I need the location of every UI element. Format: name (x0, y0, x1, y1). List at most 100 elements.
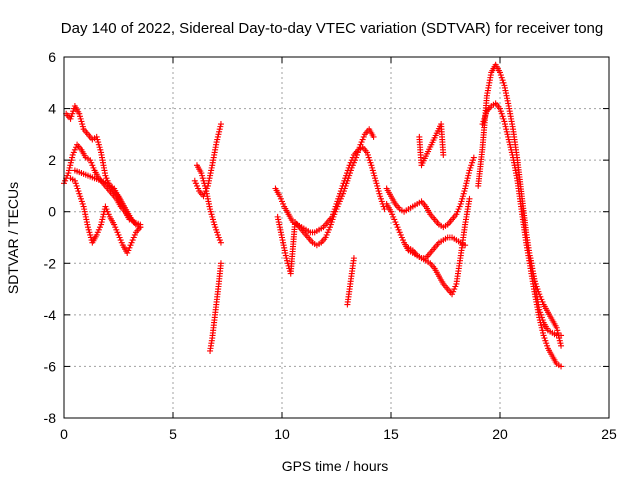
data-point (94, 136, 101, 143)
data-point (211, 221, 218, 228)
data-point (96, 224, 103, 231)
data-point (392, 219, 399, 226)
data-point (505, 136, 512, 143)
data-point (457, 200, 464, 207)
data-point (366, 157, 373, 164)
data-point (464, 175, 471, 182)
data-point (214, 133, 221, 140)
data-point (70, 108, 77, 115)
data-point (377, 193, 384, 200)
data-point (440, 151, 447, 158)
data-point (504, 131, 511, 138)
data-point (481, 115, 488, 122)
y-tick-label: -6 (44, 358, 57, 374)
data-point (553, 324, 560, 331)
data-point (280, 200, 287, 207)
data-point (558, 342, 565, 349)
data-point (500, 79, 507, 86)
data-point (93, 231, 100, 238)
data-point (102, 172, 109, 179)
data-point (85, 226, 92, 233)
data-point (360, 133, 367, 140)
series-track_15h_b (383, 195, 473, 298)
data-point (348, 164, 355, 171)
data-point (69, 154, 76, 161)
data-point (558, 332, 565, 339)
data-point (455, 206, 462, 213)
data-point (62, 177, 69, 184)
data-point (322, 234, 329, 241)
data-point (451, 286, 458, 293)
data-point (74, 185, 81, 192)
data-point (503, 126, 510, 133)
data-point (465, 170, 472, 177)
series-track_20h_c (527, 255, 565, 339)
data-point (554, 329, 561, 336)
data-point (279, 198, 285, 205)
data-point (461, 188, 468, 195)
data-point (277, 195, 284, 202)
data-point (507, 144, 514, 151)
data-point (538, 324, 545, 331)
data-point (333, 206, 340, 213)
x-tick-label: 5 (169, 426, 177, 442)
data-point (337, 195, 344, 202)
data-point (467, 164, 474, 171)
data-point (209, 213, 216, 220)
data-point (98, 221, 105, 228)
data-point (336, 198, 343, 205)
data-point (539, 329, 546, 336)
data-point (112, 224, 119, 231)
data-point (369, 167, 376, 174)
data-point (394, 224, 401, 231)
data-point (396, 229, 403, 236)
y-tick-label: 0 (48, 204, 56, 220)
data-point (381, 206, 388, 213)
data-point (334, 203, 341, 210)
x-tick-label: 20 (492, 426, 508, 442)
data-point (498, 74, 505, 81)
data-point (191, 177, 198, 184)
data-point (116, 234, 123, 241)
data-point (462, 182, 469, 189)
data-point (207, 206, 214, 213)
data-point (201, 180, 208, 187)
data-point (70, 149, 77, 156)
data-point (113, 226, 120, 233)
data-point (374, 182, 381, 189)
data-point (69, 110, 76, 117)
data-point (541, 335, 548, 342)
data-point (370, 170, 377, 177)
data-point (388, 208, 394, 215)
data-point (105, 211, 112, 218)
data-point (69, 151, 76, 158)
data-point (364, 151, 371, 158)
data-point (389, 211, 396, 218)
data-point (68, 113, 75, 120)
data-point (71, 146, 78, 153)
data-point (557, 340, 564, 347)
series-tracks_early_a (61, 141, 133, 223)
data-point (332, 208, 339, 215)
data-point (501, 121, 508, 128)
data-point (118, 239, 125, 246)
data-point (338, 193, 345, 200)
data-point (329, 216, 336, 223)
data-point (130, 234, 137, 241)
data-point (453, 211, 460, 218)
data-point (395, 226, 402, 233)
data-point (99, 213, 106, 220)
data-point (97, 146, 104, 153)
data-point (67, 115, 74, 122)
data-point (207, 208, 214, 215)
series-track_6h_c (207, 260, 224, 354)
data-point (537, 309, 544, 316)
data-point (558, 363, 565, 370)
data-point (378, 198, 385, 205)
data-point (73, 182, 80, 189)
data-point (503, 128, 510, 135)
data-point (71, 177, 78, 184)
data-point (469, 159, 476, 166)
series-track_20h_b (479, 100, 565, 370)
data-point (79, 123, 86, 130)
